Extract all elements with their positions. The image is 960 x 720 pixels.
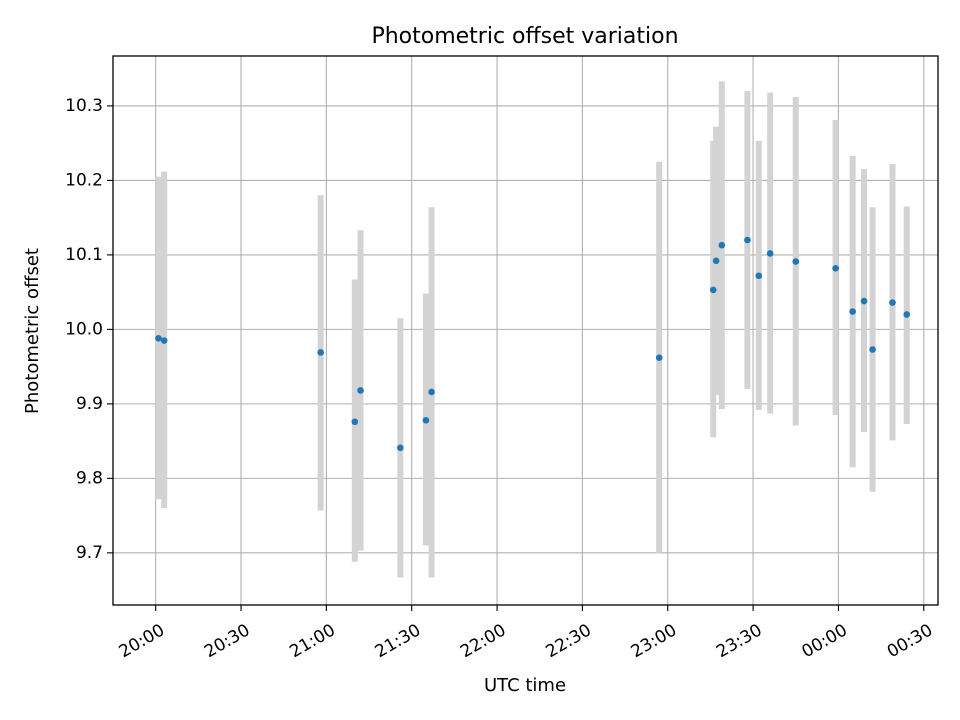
data-point <box>655 354 663 361</box>
data-point <box>422 416 430 424</box>
data-point <box>832 264 839 272</box>
data-point <box>792 258 800 265</box>
data-point <box>869 346 876 353</box>
y-axis-label: Photometric offset <box>22 248 43 414</box>
x-axis-label: UTC time <box>484 675 566 696</box>
y-tick-label: 10.0 <box>65 319 103 339</box>
y-tick-label: 10.3 <box>65 96 103 116</box>
y-tick-label: 9.7 <box>76 543 103 563</box>
data-point <box>744 236 751 244</box>
data-point <box>849 308 856 315</box>
data-point <box>860 297 868 305</box>
data-point <box>397 444 404 452</box>
data-points <box>155 236 911 452</box>
y-tick-label: 10.1 <box>65 245 103 265</box>
y-axis-ticks: 9.7 9.8 9.9 10.0 10.1 10.2 10.3 <box>65 96 113 563</box>
data-point <box>766 250 774 257</box>
data-point <box>155 335 162 342</box>
y-tick-label: 9.9 <box>76 394 103 414</box>
y-tick-label: 10.2 <box>65 170 103 190</box>
plot-area-frame <box>112 55 939 606</box>
data-point <box>160 337 168 344</box>
data-point <box>428 388 435 396</box>
y-tick-label: 9.8 <box>76 468 103 488</box>
data-point <box>755 272 763 280</box>
data-point <box>903 311 911 318</box>
grid <box>113 56 938 605</box>
data-point <box>718 241 726 249</box>
data-point <box>889 299 896 306</box>
data-point <box>317 349 324 356</box>
data-point <box>709 286 717 294</box>
data-point <box>351 418 359 426</box>
data-point <box>712 257 720 265</box>
chart-title: Photometric offset variation <box>371 24 678 49</box>
data-point <box>357 387 364 394</box>
